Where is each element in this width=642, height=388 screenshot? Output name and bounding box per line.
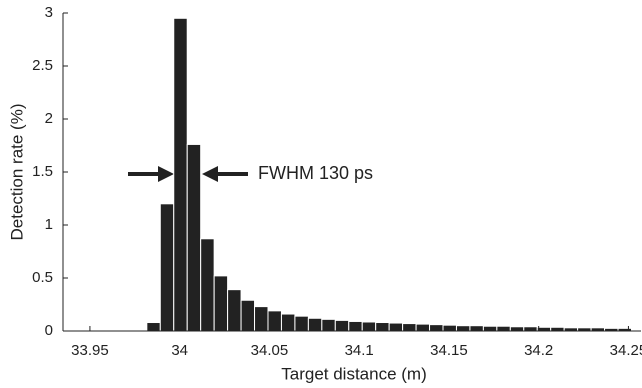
x-axis-title: Target distance (m) bbox=[281, 364, 427, 383]
x-tick-label: 34.2 bbox=[524, 342, 553, 359]
bar bbox=[361, 321, 377, 332]
bar bbox=[402, 323, 417, 332]
y-tick-label: 2 bbox=[45, 110, 53, 127]
bar bbox=[334, 319, 350, 332]
bar bbox=[536, 326, 552, 332]
bar bbox=[146, 322, 161, 332]
bar bbox=[348, 320, 363, 332]
bar bbox=[200, 238, 215, 332]
bar bbox=[213, 275, 229, 332]
bar bbox=[388, 322, 404, 332]
bar bbox=[173, 17, 188, 332]
bar bbox=[186, 143, 202, 332]
x-tick-label: 34.25 bbox=[610, 342, 642, 359]
bar bbox=[267, 310, 282, 332]
x-tick-label: 34 bbox=[171, 342, 188, 359]
y-tick-label: 0.5 bbox=[32, 269, 53, 286]
bar bbox=[254, 306, 269, 332]
bar bbox=[227, 289, 242, 332]
bar bbox=[429, 324, 444, 332]
bar bbox=[469, 325, 484, 332]
bar bbox=[550, 326, 565, 332]
bar bbox=[294, 315, 309, 332]
y-tick-label: 2.5 bbox=[32, 57, 53, 74]
x-tick-label: 34.1 bbox=[345, 342, 374, 359]
bar bbox=[375, 322, 390, 332]
bar bbox=[159, 203, 175, 332]
bar bbox=[240, 299, 256, 332]
y-axis-title: Detection rate (%) bbox=[7, 104, 26, 241]
bar bbox=[496, 325, 511, 332]
fwhm-arrows bbox=[128, 166, 248, 182]
y-tick-label: 3 bbox=[45, 4, 53, 21]
y-tick-label: 1.5 bbox=[32, 163, 53, 180]
bar bbox=[415, 323, 431, 332]
bar bbox=[455, 325, 471, 332]
bar bbox=[321, 318, 336, 332]
bar bbox=[482, 325, 498, 332]
x-tick-label: 34.15 bbox=[430, 342, 468, 359]
bar bbox=[509, 326, 525, 332]
x-tick-label: 34.05 bbox=[251, 342, 289, 359]
bar bbox=[307, 317, 323, 332]
bar bbox=[280, 313, 296, 332]
bar bbox=[442, 324, 457, 332]
x-tick-label: 33.95 bbox=[71, 342, 109, 359]
y-tick-label: 1 bbox=[45, 216, 53, 233]
bar bbox=[523, 326, 538, 332]
annotation: FWHM 130 ps bbox=[258, 163, 373, 183]
y-tick-label: 0 bbox=[45, 322, 53, 339]
